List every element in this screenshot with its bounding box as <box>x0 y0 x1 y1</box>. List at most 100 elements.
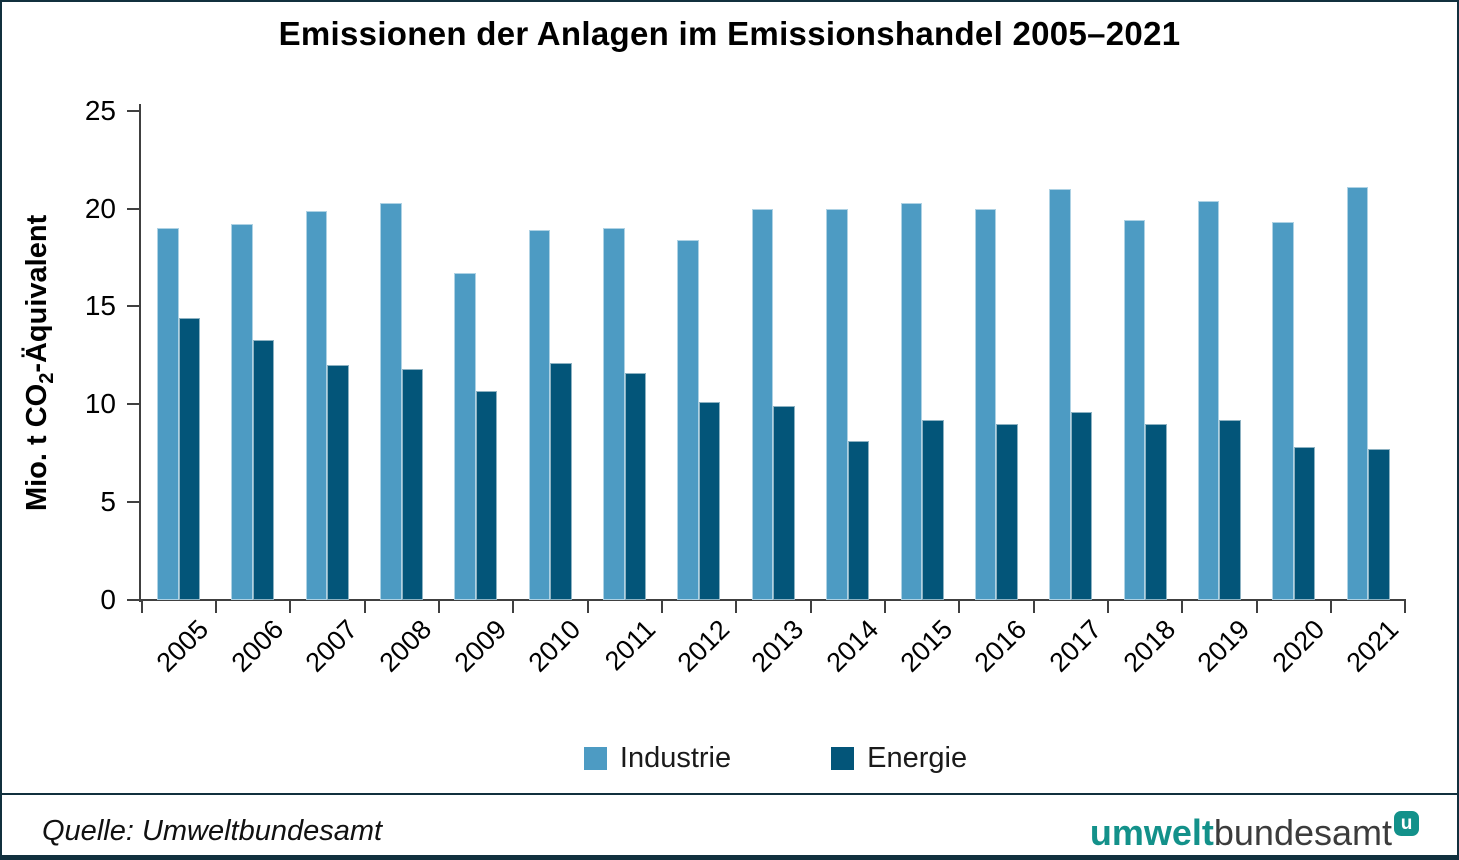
chart-title: Emissionen der Anlagen im Emissionshande… <box>278 15 1181 52</box>
source-text: Quelle: Umweltbundesamt <box>42 815 383 847</box>
y-tick <box>127 501 140 504</box>
x-tick-label-2009: 2009 <box>448 614 513 678</box>
x-tick-label-2006: 2006 <box>225 614 290 678</box>
legend-label-energie: Energie <box>867 742 968 774</box>
bar-energie-2006 <box>252 339 275 600</box>
x-tick <box>363 600 366 613</box>
x-tick <box>1255 600 1258 613</box>
bar-industrie-2014 <box>826 208 848 600</box>
x-tick <box>884 600 886 613</box>
x-tick <box>1032 600 1035 613</box>
y-tick <box>127 305 140 308</box>
bar-industrie-2021 <box>1346 187 1369 600</box>
bar-energie-2010 <box>550 363 572 600</box>
y-axis-title: Mio. t CO2-Äquivalent <box>21 193 59 533</box>
y-tick-label: 20 <box>84 192 116 224</box>
bar-energie-2007 <box>327 365 349 600</box>
bar-industrie-2005 <box>157 228 179 600</box>
legend-item-energie: Energie <box>831 742 967 775</box>
legend-item-industrie: Industrie <box>583 742 732 775</box>
bar-energie-2012 <box>698 402 721 600</box>
y-axis-title-subscript: 2 <box>35 372 58 384</box>
bar-industrie-2007 <box>305 210 328 600</box>
x-tick <box>1330 600 1333 613</box>
y-tick-label: 25 <box>84 94 116 126</box>
logo-bundesamt: bundesamt <box>1213 812 1392 853</box>
x-tick <box>1404 600 1407 613</box>
legend-swatch-energie <box>831 747 855 770</box>
x-tick <box>809 600 812 613</box>
x-tick-label-2012: 2012 <box>671 614 736 678</box>
bar-energie-2009 <box>475 390 498 600</box>
x-tick <box>586 600 589 613</box>
bar-energie-2017 <box>1070 412 1093 600</box>
x-tick-label-2014: 2014 <box>820 614 884 678</box>
umweltbundesamt-logo: umweltbundesamt u <box>1089 811 1419 854</box>
bar-industrie-2010 <box>528 230 551 600</box>
bar-energie-2011 <box>624 372 647 600</box>
bar-industrie-2012 <box>677 239 699 600</box>
x-tick-label-2021: 2021 <box>1340 614 1405 678</box>
x-axis-line <box>127 599 1407 601</box>
bar-energie-2014 <box>847 441 870 600</box>
legend-swatch-industrie <box>583 747 607 770</box>
x-tick-label-2013: 2013 <box>745 614 810 678</box>
bar-energie-2008 <box>401 369 424 600</box>
bar-industrie-2011 <box>603 228 625 600</box>
bar-industrie-2017 <box>1049 189 1071 600</box>
bar-industrie-2009 <box>454 273 476 600</box>
x-tick-label-2019: 2019 <box>1191 614 1256 678</box>
x-tick-label-2017: 2017 <box>1043 614 1107 678</box>
y-tick <box>127 109 140 112</box>
bar-industrie-2020 <box>1272 222 1294 600</box>
y-tick-label: 0 <box>100 584 116 615</box>
logo-u-badge-icon: u <box>1394 811 1419 836</box>
x-tick <box>437 600 440 613</box>
legend: Industrie Energie <box>142 742 1409 775</box>
bar-industrie-2015 <box>900 202 922 600</box>
x-tick <box>512 600 515 613</box>
y-tick <box>127 403 140 406</box>
bar-energie-2015 <box>922 419 944 600</box>
y-tick-label: 15 <box>84 290 116 322</box>
bar-industrie-2013 <box>751 208 774 600</box>
x-tick <box>140 600 143 613</box>
x-tick-label-2016: 2016 <box>968 614 1033 678</box>
bar-energie-2019 <box>1219 419 1241 600</box>
x-tick-label-2011: 2011 <box>598 614 661 677</box>
x-tick-label-2015: 2015 <box>894 614 959 678</box>
x-tick-label-2005: 2005 <box>151 614 215 678</box>
y-tick <box>127 207 140 210</box>
bar-industrie-2006 <box>231 224 253 600</box>
logo-umwelt: umwelt <box>1089 812 1214 853</box>
bar-industrie-2019 <box>1197 200 1220 600</box>
legend-label-industrie: Industrie <box>619 742 732 774</box>
x-tick <box>735 600 738 613</box>
x-tick-label-2010: 2010 <box>522 614 587 678</box>
bar-industrie-2008 <box>380 202 402 600</box>
bar-energie-2021 <box>1368 449 1390 600</box>
bar-energie-2016 <box>996 423 1018 600</box>
footer-separator <box>2 793 1457 795</box>
x-tick <box>660 600 663 613</box>
x-tick <box>1181 600 1184 613</box>
x-tick-label-2020: 2020 <box>1266 614 1330 678</box>
bottom-accent-bar <box>2 855 1457 858</box>
bar-energie-2020 <box>1293 447 1316 600</box>
x-tick <box>214 600 217 613</box>
y-tick-label: 10 <box>84 388 116 420</box>
x-tick-label-2008: 2008 <box>374 614 438 678</box>
x-tick <box>1107 600 1110 613</box>
bar-energie-2018 <box>1145 423 1167 600</box>
bar-industrie-2018 <box>1123 220 1146 600</box>
x-tick <box>958 600 961 613</box>
y-tick-label: 5 <box>100 486 116 518</box>
bar-energie-2013 <box>773 406 795 600</box>
bar-industrie-2016 <box>974 208 997 600</box>
y-axis-line <box>139 104 141 602</box>
x-tick-label-2018: 2018 <box>1117 614 1182 678</box>
x-tick-label-2007: 2007 <box>299 614 364 678</box>
bar-energie-2005 <box>178 318 200 600</box>
x-tick <box>289 600 292 613</box>
